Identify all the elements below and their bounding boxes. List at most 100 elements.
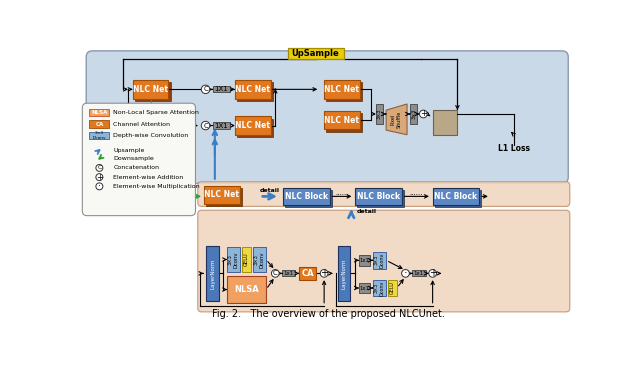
FancyBboxPatch shape: [198, 182, 570, 206]
Text: Non-Local Sparse Attention: Non-Local Sparse Attention: [113, 110, 199, 115]
Text: GELU: GELU: [244, 253, 249, 266]
Text: 3×3
Dconv: 3×3 Dconv: [374, 280, 385, 296]
Bar: [135, 119, 171, 137]
Text: NLC Block: NLC Block: [435, 192, 477, 201]
Text: NLC Net: NLC Net: [133, 121, 168, 130]
Text: +: +: [429, 268, 436, 279]
Bar: [435, 190, 481, 207]
Text: Element-wise Addition: Element-wise Addition: [113, 175, 184, 180]
Text: 1x1: 1x1: [360, 285, 369, 291]
Bar: [285, 190, 332, 207]
Bar: [212, 86, 230, 93]
Text: 3×3
Dconv: 3×3 Dconv: [253, 251, 264, 268]
Bar: [132, 116, 168, 135]
Polygon shape: [386, 104, 407, 135]
Text: NLC Net: NLC Net: [204, 190, 239, 199]
Bar: [227, 247, 241, 272]
Text: 3×3
Dconv: 3×3 Dconv: [228, 251, 239, 268]
Bar: [237, 119, 273, 137]
Circle shape: [96, 183, 103, 190]
Bar: [283, 188, 330, 205]
Text: 3×3: 3×3: [411, 109, 416, 119]
Text: detail: detail: [356, 209, 377, 214]
Text: GELU: GELU: [390, 281, 395, 295]
Text: ·: ·: [98, 182, 101, 191]
Bar: [373, 252, 386, 269]
Text: 3×3
Dconv: 3×3 Dconv: [93, 131, 106, 140]
Text: NLSA: NLSA: [91, 110, 108, 115]
Bar: [132, 80, 168, 98]
Bar: [359, 255, 370, 266]
Text: C: C: [273, 270, 278, 276]
Text: 1x1: 1x1: [413, 271, 424, 276]
Text: C: C: [203, 123, 208, 128]
FancyBboxPatch shape: [86, 51, 568, 183]
Text: LayerNorm: LayerNorm: [210, 258, 215, 289]
Text: NLC Block: NLC Block: [285, 192, 328, 201]
Text: NLSA: NLSA: [234, 285, 259, 294]
Text: 3×3
Dconv: 3×3 Dconv: [374, 253, 385, 268]
Circle shape: [96, 173, 103, 180]
Text: ......: ......: [410, 190, 423, 196]
Text: Fig. 2.   The overview of the proposed NLCUnet.: Fig. 2. The overview of the proposed NLC…: [212, 309, 444, 319]
Bar: [227, 276, 266, 303]
Circle shape: [402, 269, 410, 277]
Bar: [288, 48, 344, 59]
Bar: [355, 188, 402, 205]
Text: Depth-wise Convolution: Depth-wise Convolution: [113, 133, 189, 138]
Bar: [388, 280, 397, 296]
Bar: [206, 188, 242, 206]
Bar: [212, 123, 230, 128]
Text: NLC Block: NLC Block: [357, 192, 400, 201]
Bar: [235, 116, 271, 135]
Bar: [135, 82, 171, 101]
Bar: [117, 121, 124, 133]
Bar: [242, 247, 252, 272]
Text: C: C: [203, 86, 208, 92]
Bar: [253, 247, 266, 272]
Bar: [433, 110, 458, 135]
Text: ......: ......: [335, 190, 349, 196]
Bar: [90, 132, 109, 139]
FancyBboxPatch shape: [83, 103, 195, 216]
Bar: [204, 186, 239, 204]
Text: NLC Net: NLC Net: [133, 85, 168, 94]
Bar: [300, 267, 316, 280]
Text: CA: CA: [301, 269, 314, 278]
Bar: [237, 82, 273, 101]
Bar: [410, 104, 417, 124]
Circle shape: [429, 269, 436, 277]
Text: CA: CA: [95, 122, 104, 127]
Text: ·: ·: [404, 268, 407, 279]
Text: 3×3: 3×3: [377, 109, 382, 119]
Circle shape: [202, 121, 210, 130]
Text: 1x1: 1x1: [284, 271, 294, 276]
Text: 1X1: 1X1: [214, 123, 228, 128]
Text: 1X1: 1X1: [214, 86, 228, 92]
Text: Element-wise Multiplication: Element-wise Multiplication: [113, 184, 200, 189]
Circle shape: [419, 110, 428, 118]
Text: NLC Net: NLC Net: [324, 85, 360, 94]
Bar: [326, 113, 362, 132]
Circle shape: [96, 164, 103, 171]
Text: detail: detail: [260, 188, 280, 194]
Text: Downsample: Downsample: [113, 156, 154, 161]
Circle shape: [202, 85, 210, 94]
Bar: [90, 120, 109, 128]
Text: Channel Attention: Channel Attention: [113, 122, 170, 127]
Bar: [376, 104, 383, 124]
Bar: [324, 111, 360, 130]
Text: UpSample: UpSample: [292, 49, 339, 58]
Bar: [324, 80, 360, 98]
FancyBboxPatch shape: [198, 210, 570, 312]
Text: C: C: [97, 165, 102, 171]
Text: 1x1: 1x1: [360, 258, 369, 263]
Text: NLC Net: NLC Net: [236, 85, 270, 94]
Circle shape: [271, 269, 279, 277]
Text: NLC Net: NLC Net: [236, 121, 270, 130]
Text: NLC Net: NLC Net: [324, 116, 360, 125]
Text: L1 Loss: L1 Loss: [498, 144, 530, 153]
Bar: [206, 246, 219, 301]
Text: Upsample: Upsample: [113, 147, 145, 153]
Circle shape: [320, 269, 328, 277]
